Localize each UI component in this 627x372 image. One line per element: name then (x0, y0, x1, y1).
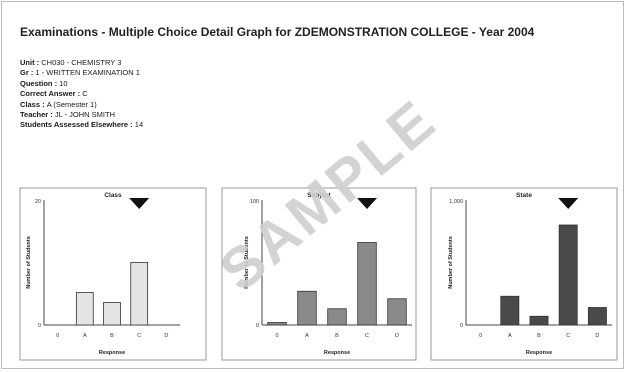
state-ytick-max: 1,000 (449, 199, 463, 205)
state-bar-a (500, 295, 520, 326)
info-class-label: Class : (20, 99, 47, 109)
class-chart-title: Class (104, 192, 122, 199)
info-gr-label: Gr : (20, 68, 36, 78)
class-y-axis-label: Number of Students (26, 236, 32, 289)
class-x-axis-label: Response (99, 350, 125, 356)
subject-bar-b (327, 308, 347, 326)
class-correct-answer-marker (129, 198, 150, 209)
state-chart-title: State (516, 192, 532, 199)
subject-xtick-0: 0 (275, 333, 278, 339)
class-xtick-a: A (83, 333, 87, 339)
report-title: Examinations - Multiple Choice Detail Gr… (20, 25, 535, 39)
state-correct-answer-marker (558, 198, 579, 209)
state-xtick-c: C (566, 333, 570, 339)
info-question-label: Question : (20, 78, 60, 88)
class-bar-b (103, 302, 121, 326)
subject-xtick-a: A (305, 333, 309, 339)
info-assessed-elsewhere-value: 14 (134, 120, 144, 130)
info-class-value: A (Semester 1) (46, 99, 97, 109)
state-xtick-b: B (537, 333, 541, 339)
class-xtick-d: D (164, 333, 168, 339)
class-ytick-min: 0 (38, 323, 41, 329)
info-assessed-elsewhere: Students Assessed Elsewhere : 14 (20, 120, 143, 130)
class-xtick-c: C (137, 333, 141, 339)
state-y-axis-label: Number of Students (448, 236, 454, 289)
info-unit-label: Unit : (20, 58, 42, 67)
subject-chart-frame (221, 187, 417, 361)
info-correct-answer-label: Correct Answer : (20, 89, 83, 99)
class-xtick-0: 0 (56, 333, 59, 339)
state-chart-frame (430, 187, 618, 361)
subject-xtick-b: B (335, 333, 339, 339)
info-assessed-elsewhere-label: Students Assessed Elsewhere : (20, 120, 135, 130)
subject-y-axis-label: Number of Students (244, 236, 250, 289)
state-xtick-0: 0 (479, 333, 482, 339)
subject-ytick-min: 0 (256, 323, 259, 329)
info-question: Question : 10 (20, 79, 143, 89)
info-unit-value: CH030 - CHEMISTRY 3 (41, 58, 122, 67)
info-teacher-label: Teacher : (20, 110, 55, 120)
subject-bar-d (387, 298, 407, 326)
subject-ytick-max: 100 (250, 199, 259, 205)
state-bar-d (587, 307, 607, 326)
class-bar-c (130, 262, 149, 326)
subject-bar-a (297, 290, 317, 326)
state-x-axis-label: Response (526, 350, 552, 356)
subject-correct-answer-marker (357, 198, 377, 209)
class-xtick-b: B (110, 333, 114, 339)
subject-chart-title: Subject (307, 192, 331, 199)
question-info: Unit : CH030 - CHEMISTRY 3 Gr : 1 - WRIT… (20, 58, 143, 131)
class-bar-a (75, 292, 94, 326)
info-unit: Unit : CH030 - CHEMISTRY 3 (20, 58, 143, 68)
info-class: Class : A (Semester 1) (20, 100, 143, 110)
state-bar-b (529, 315, 549, 326)
state-xtick-d: D (595, 333, 599, 339)
state-bar-c (558, 224, 578, 326)
state-xtick-a: A (508, 333, 512, 339)
info-gr: Gr : 1 - WRITTEN EXAMINATION 1 (20, 68, 143, 78)
class-ytick-max: 20 (35, 199, 41, 205)
subject-bar-c (357, 242, 377, 326)
info-question-value: 10 (59, 78, 68, 88)
class-chart-frame (19, 187, 207, 361)
subject-x-axis-label: Response (324, 350, 350, 356)
subject-xtick-c: C (365, 333, 369, 339)
state-ytick-min: 0 (460, 323, 463, 329)
subject-xtick-d: D (395, 333, 399, 339)
info-correct-answer-value: C (82, 89, 88, 99)
info-teacher: Teacher : JL - JOHN SMITH (20, 110, 143, 120)
info-teacher-value: JL - JOHN SMITH (54, 110, 116, 120)
subject-bar-0 (267, 322, 287, 326)
info-correct-answer: Correct Answer : C (20, 89, 143, 99)
info-gr-value: 1 - WRITTEN EXAMINATION 1 (35, 68, 140, 78)
